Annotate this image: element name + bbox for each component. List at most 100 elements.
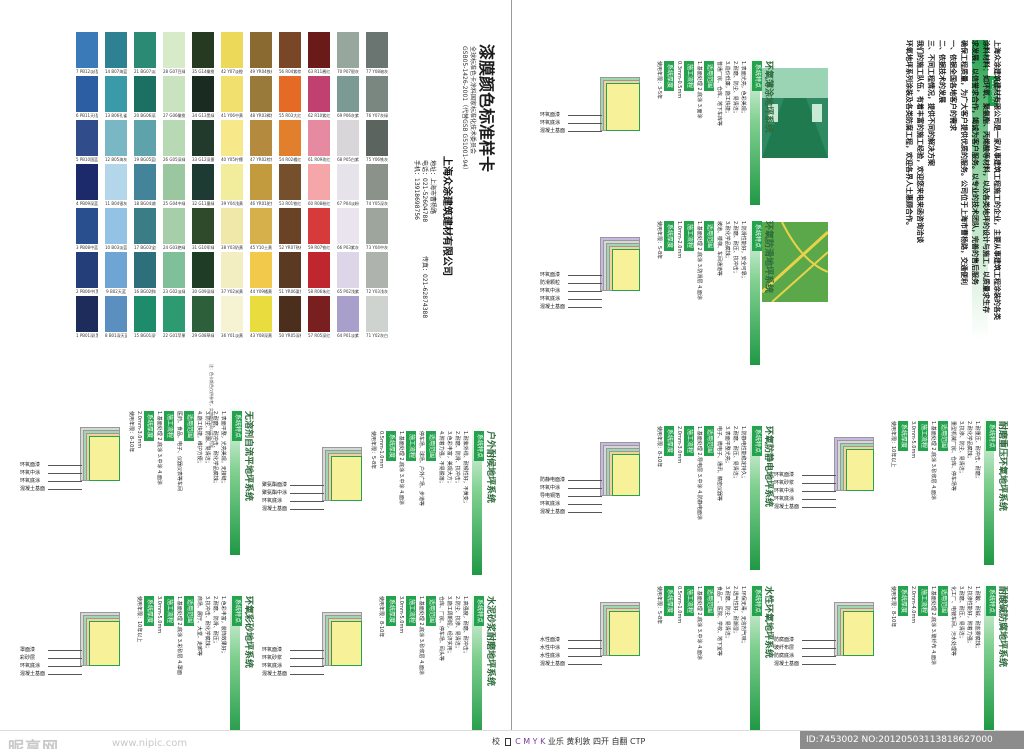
company-fax: 传真：021-62874388 <box>421 256 428 319</box>
panel-title: 环氧薄涂地坪系统 <box>763 61 773 134</box>
panel-text-line: 3.表面平整光亮； <box>724 426 730 466</box>
company-name: 上海众涂建筑建材有限公司 <box>441 156 452 276</box>
color-swatch <box>76 164 98 200</box>
layer-callout-label: 环氧底涂 <box>262 663 283 669</box>
callout-leader-line <box>290 666 324 667</box>
layer-callout-label: 混凝土基面 <box>540 661 566 667</box>
color-swatch-label: 75 Y06铁灰 <box>366 157 388 162</box>
coating-layer <box>612 454 640 496</box>
sports-floor-photo <box>762 222 828 302</box>
layer-callout-label: 水性底涂 <box>540 653 561 659</box>
layer-callout-label: 环氧底涂 <box>540 501 561 507</box>
panel-text-line: 1.基面处理 2.底涂 3.彩砂层 4.罩面 <box>176 596 182 675</box>
layer-callout-label: 防腐面漆 <box>774 637 795 643</box>
color-swatch-label: 1 PB01深(黑)蓝 <box>76 333 98 338</box>
panel-text-line: 使用年限：10年以上 <box>890 421 896 468</box>
panel-text-line: 3.0mm-5.0mm <box>910 421 916 459</box>
callout-leader-line <box>48 465 82 466</box>
color-swatch-label: 17 BG03宝绿 <box>134 245 156 250</box>
color-swatch <box>250 296 272 332</box>
color-swatch <box>134 252 156 288</box>
color-swatch <box>192 32 214 68</box>
layer-callout-label: 聚氨酯面漆 <box>262 482 288 488</box>
factory-floor-photo <box>762 68 828 158</box>
callout-leader-line <box>48 481 82 482</box>
panel-tag-thickness: 系统厚度 <box>898 586 908 617</box>
color-swatch <box>279 296 301 332</box>
color-swatch <box>105 120 127 156</box>
color-swatch <box>366 32 388 68</box>
panel-tag-features: 系统特点 <box>986 586 996 617</box>
panel-text-line: 化工厂、电镀车间、污水处理等 <box>950 586 956 657</box>
panel-text-line: 1.基面处理 2.底涂 3.玻纤布 4.面涂 <box>930 586 936 665</box>
panel-text-line: 停车场、球场、户外广场、步道等 <box>418 431 424 507</box>
panel-waterborne: 水性环氧地坪系统 系统特点 1.环保无毒，无溶剂气味； 2.透气性好，耐潮湿； 3.耐磨… <box>540 580 790 730</box>
color-swatch <box>221 76 243 112</box>
panel-text-line: 商场、展厅、大堂、走廊等 <box>196 596 202 657</box>
panel-text-line: 1.基面处理 2.底涂 3.砂浆层 4.面涂 <box>930 421 936 500</box>
panel-tag-process: 施工流程 <box>684 61 694 92</box>
panel-tag-features: 系统特点 <box>232 411 242 442</box>
color-swatch <box>308 208 330 244</box>
panel-tag-process: 施工流程 <box>918 586 928 617</box>
layer-callout-label: 环氧面漆 <box>540 112 561 118</box>
coating-layer <box>331 621 362 666</box>
layer-diagram <box>600 237 648 297</box>
coating-layer <box>89 621 120 666</box>
color-swatch <box>250 32 272 68</box>
image-id-label: ID:7453002 NO:20120503113818627000 <box>800 731 1024 749</box>
panel-tag-features: 系统特点 <box>474 596 484 627</box>
panel-text-line: 2.耐磨、耐压、易清洁； <box>732 426 738 481</box>
panel-text-line: 1.基面处理 2.底涂 3.面涂 <box>696 61 702 119</box>
color-swatch <box>105 164 127 200</box>
print-suffix: 业乐 黄利敦 四开 自翻 CTP <box>547 737 646 746</box>
panel-self-leveling: 无溶剂自流平地坪系统 系统特点 1.表面平整，光亮美观，无接缝； 2.耐磨、耐冲击、耐… <box>20 405 270 580</box>
panel-green-bar <box>750 215 760 365</box>
panel-title: 无溶剂自流平地坪系统 <box>243 411 253 502</box>
color-swatch-label: 12 B05海灰 <box>105 157 127 162</box>
color-swatch-label: 20 BG06深湖绿 <box>134 113 156 118</box>
layer-callout-label: 水性中涂 <box>540 645 561 651</box>
color-swatch <box>163 32 185 68</box>
panel-tag-features: 系统特点 <box>232 596 242 627</box>
panel-text-line: 电子、微电子、通讯、精密仪器等 <box>716 426 722 502</box>
panel-text-line: 2.耐磨、耐压、抗冲击； <box>732 221 738 276</box>
color-swatch-label: 63 R11酱红 <box>308 69 330 74</box>
panel-green-bar <box>750 420 760 570</box>
panel-tag-scope: 适用范围 <box>704 221 714 252</box>
panel-text-line: 4.施工快捷，维护方便； <box>196 411 202 466</box>
panel-title: 耐磨重压环氧地坪系统 <box>997 421 1007 512</box>
color-swatch-label: 14 B07海蓝 <box>105 69 127 74</box>
panel-text-line: 3.施工周期短，经济实用； <box>446 596 452 656</box>
color-swatch-label: 76 Y07灰绿 <box>366 113 388 118</box>
callout-leader-line <box>48 674 82 675</box>
color-swatch <box>250 164 272 200</box>
panel-text-line: 4.附着力强，不易脱落； <box>438 431 444 486</box>
panel-text-line: 2.防尘、抗渗、易清洁； <box>454 596 460 651</box>
layer-callout-label: 混凝土基面 <box>20 486 46 492</box>
color-swatch-label: 59 R07铁红 <box>308 245 330 250</box>
color-swatch <box>76 252 98 288</box>
callout-leader-line <box>568 480 602 481</box>
color-swatch <box>192 76 214 112</box>
callout-leader-line <box>802 648 836 649</box>
color-swatch-label: 36 Y01淡黄 <box>221 333 243 338</box>
color-swatch <box>192 252 214 288</box>
color-swatch <box>192 208 214 244</box>
color-swatch-label: 23 G02淡绿 <box>163 289 185 294</box>
color-swatch <box>308 120 330 156</box>
panel-anti-static: 环氧防静电地坪系统 系统特点 1.防静电性能稳定持久； 2.耐磨、耐压、易清洁； 3.表… <box>540 420 790 595</box>
intro-line: 三、不同工程情况，提供不同的解决方案 <box>927 40 935 166</box>
color-swatch-label: 29 G08草绿 <box>192 333 214 338</box>
color-swatch <box>76 120 98 156</box>
panel-tag-thickness: 系统厚度 <box>664 221 674 252</box>
panel-text-line: 3.耐磨、防尘、易清洁； <box>724 586 730 641</box>
panel-text-line: 使用年限：8-10年 <box>378 596 384 638</box>
color-swatch <box>366 76 388 112</box>
color-swatch-label: 4 PB09深蓝 <box>76 201 98 206</box>
watermark-brand: 昵享网 <box>8 738 60 749</box>
panel-text-line: 3.0mm-5.0mm <box>398 596 404 634</box>
layer-diagram <box>322 447 370 507</box>
panel-text-line: 3.抗渗、防尘、易清洁； <box>958 421 964 476</box>
panel-text-line: 使用年限：5-8年 <box>656 221 662 260</box>
